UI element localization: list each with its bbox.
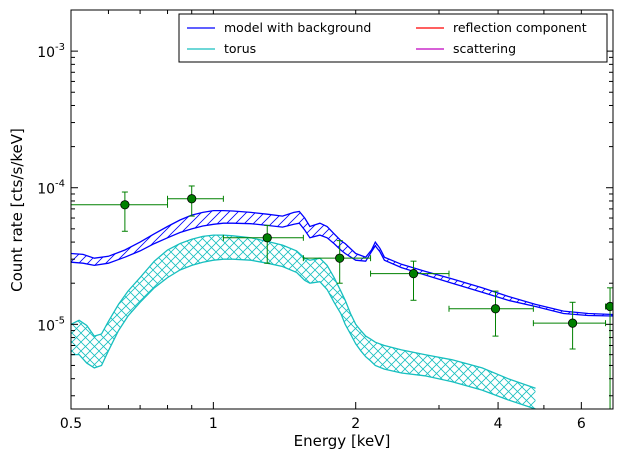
legend-label-reflection: reflection component bbox=[453, 20, 587, 35]
y-tick-label: 10-4 bbox=[37, 179, 65, 198]
data-marker bbox=[335, 253, 345, 263]
data-marker bbox=[120, 200, 130, 210]
legend-entry-model: model with background bbox=[187, 20, 371, 35]
legend-label-torus: torus bbox=[224, 41, 256, 56]
data-point-3 bbox=[222, 224, 304, 264]
data-point-4 bbox=[302, 240, 372, 284]
x-tick-label: 1 bbox=[209, 416, 218, 432]
y-tick-label: 10-5 bbox=[37, 315, 65, 334]
legend-entry-torus: torus bbox=[187, 41, 256, 56]
x-tick-label: 0.5 bbox=[60, 416, 82, 432]
legend-entry-scattering: scattering bbox=[416, 41, 516, 56]
data-marker bbox=[568, 318, 578, 328]
band-model-with-background bbox=[71, 210, 613, 316]
y-tick-label: 10-3 bbox=[37, 42, 65, 61]
x-tick-label: 2 bbox=[351, 416, 360, 432]
data-point-7 bbox=[532, 301, 607, 350]
data-point-8 bbox=[605, 287, 613, 409]
band-torus bbox=[71, 235, 536, 409]
legend-entry-reflection: reflection component bbox=[416, 20, 587, 35]
data-marker bbox=[187, 194, 197, 204]
data-point-2 bbox=[167, 185, 224, 217]
legend-label-model: model with background bbox=[224, 20, 371, 35]
x-axis: 0.5 1 2 4 6 bbox=[60, 10, 614, 432]
x-axis-label: Energy [keV] bbox=[294, 432, 391, 450]
data-marker bbox=[490, 304, 501, 314]
data-point-1 bbox=[71, 191, 169, 232]
x-tick-label: 6 bbox=[577, 416, 586, 432]
x-tick-label: 4 bbox=[494, 416, 503, 432]
y-axis: 10-5 10-4 10-3 bbox=[37, 9, 613, 397]
legend-label-scattering: scattering bbox=[453, 41, 516, 56]
legend: model with background torus reflection c… bbox=[178, 13, 608, 63]
data-marker bbox=[605, 301, 613, 312]
data-points bbox=[71, 185, 613, 409]
data-point-6 bbox=[448, 290, 534, 337]
data-point-5 bbox=[370, 260, 450, 301]
plot-frame bbox=[70, 9, 614, 410]
legend-frame bbox=[178, 13, 608, 63]
data-marker bbox=[262, 233, 272, 243]
model-bands bbox=[71, 209, 613, 409]
y-axis-label: Count rate [cts/s/keV] bbox=[8, 128, 26, 292]
data-marker bbox=[408, 269, 419, 279]
band-upper-torus bbox=[71, 234, 536, 389]
band-lower-model-with-background bbox=[71, 222, 613, 317]
band-lower-torus bbox=[71, 258, 536, 409]
